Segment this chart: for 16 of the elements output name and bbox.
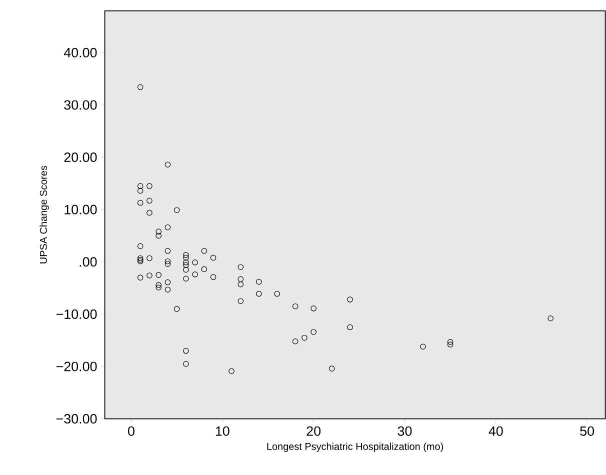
y-tick-label: 20.00 <box>64 152 97 162</box>
x-tick-label: 40 <box>488 426 503 436</box>
x-axis-title: Longest Psychiatric Hospitalization (mo) <box>267 442 443 452</box>
y-tick-label: .00 <box>80 257 97 267</box>
y-tick-label: −20.00 <box>56 362 97 372</box>
x-tick-label: 0 <box>128 426 134 436</box>
y-tick-label: −30.00 <box>56 414 97 424</box>
y-tick-label: 30.00 <box>64 100 97 110</box>
x-tick-label: 30 <box>398 426 412 436</box>
y-tick-label: 10.00 <box>64 204 97 214</box>
x-tick-label: 10 <box>216 426 230 436</box>
x-tick-label: 20 <box>306 426 321 436</box>
x-tick-label: 50 <box>580 426 594 436</box>
y-axis-title: UPSA Change Scores <box>40 166 49 264</box>
y-tick-label: −10.00 <box>56 309 97 319</box>
y-tick-label: 40.00 <box>64 48 97 58</box>
